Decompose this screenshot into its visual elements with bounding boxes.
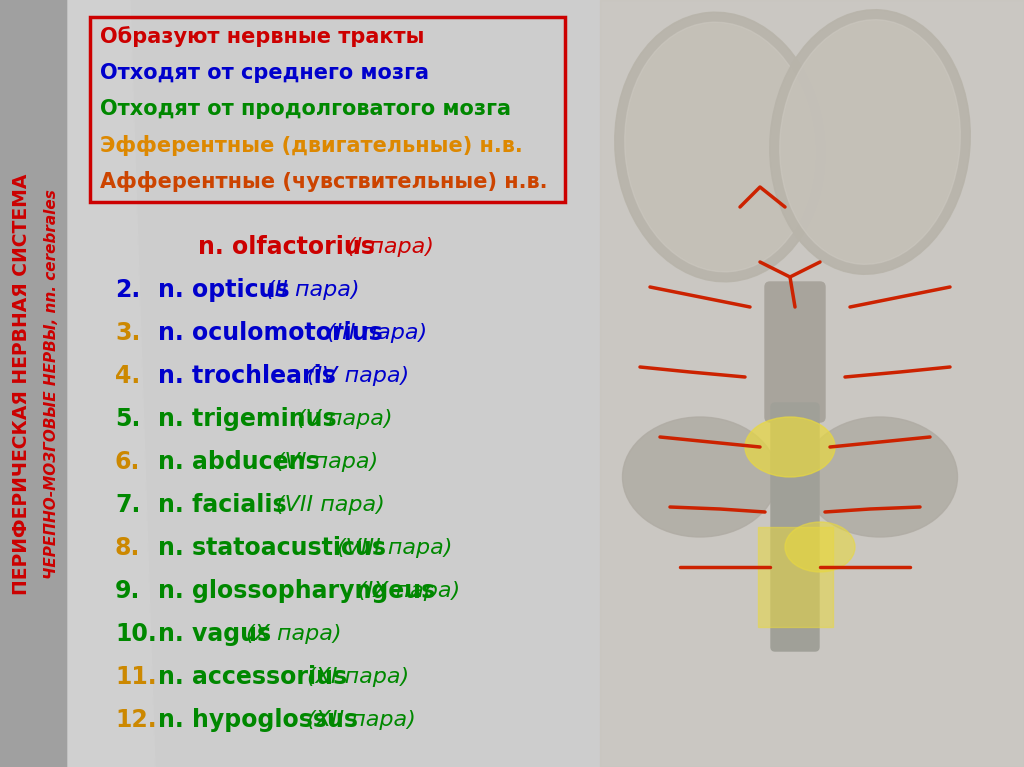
Ellipse shape	[625, 22, 815, 272]
Text: n. trochlearis: n. trochlearis	[158, 364, 336, 388]
Ellipse shape	[803, 417, 957, 537]
Text: (V пара): (V пара)	[297, 409, 392, 429]
Text: ПЕРИФЕРИЧЕСКАЯ НЕРВНАЯ СИСТЕМА: ПЕРИФЕРИЧЕСКАЯ НЕРВНАЯ СИСТЕМА	[12, 173, 32, 594]
Ellipse shape	[745, 417, 835, 477]
Text: 8.: 8.	[115, 536, 140, 560]
Text: 10.: 10.	[115, 622, 157, 646]
Text: n. hypoglossus: n. hypoglossus	[158, 708, 358, 732]
Text: n. olfactorius: n. olfactorius	[198, 235, 375, 259]
Text: n. abducens: n. abducens	[158, 450, 319, 474]
Text: n. opticus: n. opticus	[158, 278, 290, 302]
Bar	[600, 0, 1024, 767]
Text: (XII пара): (XII пара)	[307, 710, 416, 730]
Text: 5.: 5.	[115, 407, 140, 431]
Bar	[758, 527, 833, 627]
Text: n. statoacusticus: n. statoacusticus	[158, 536, 386, 560]
Ellipse shape	[770, 10, 971, 275]
FancyBboxPatch shape	[765, 282, 825, 422]
Text: 9.: 9.	[115, 579, 140, 603]
Text: Эфферентные (двигательные) н.в.: Эфферентные (двигательные) н.в.	[100, 134, 522, 156]
Text: (I пара): (I пара)	[347, 237, 434, 257]
Text: n. glossopharyngeus: n. glossopharyngeus	[158, 579, 435, 603]
Text: Афферентные (чувствительные) н.в.: Афферентные (чувствительные) н.в.	[100, 170, 548, 192]
Text: (VII пара): (VII пара)	[276, 495, 385, 515]
Ellipse shape	[614, 12, 825, 281]
Text: 12.: 12.	[115, 708, 157, 732]
Text: Отходят от среднего мозга: Отходят от среднего мозга	[100, 63, 429, 83]
Text: n. accessorius: n. accessorius	[158, 665, 347, 689]
Text: 7.: 7.	[115, 493, 140, 517]
Bar	[0, 0, 68, 767]
Ellipse shape	[785, 522, 855, 572]
Bar	[130, 0, 1024, 767]
FancyBboxPatch shape	[771, 403, 819, 651]
Text: ЧЕРЕПНО-МОЗГОВЫЕ НЕРВЫ, nn. cerebrales: ЧЕРЕПНО-МОЗГОВЫЕ НЕРВЫ, nn. cerebrales	[44, 189, 59, 579]
Ellipse shape	[623, 417, 777, 537]
Text: n. facialis: n. facialis	[158, 493, 287, 517]
Text: (III пара): (III пара)	[328, 323, 427, 343]
Text: 6.: 6.	[115, 450, 140, 474]
Text: (VIII пара): (VIII пара)	[337, 538, 453, 558]
Text: 2.: 2.	[115, 278, 140, 302]
Text: (IX пара): (IX пара)	[357, 581, 460, 601]
Text: (XI пара): (XI пара)	[307, 667, 409, 687]
Text: (II пара): (II пара)	[266, 280, 359, 300]
Text: (VI пара): (VI пара)	[276, 452, 378, 472]
Text: 3.: 3.	[115, 321, 140, 345]
Polygon shape	[68, 0, 155, 767]
Text: 11.: 11.	[115, 665, 157, 689]
Text: (X пара): (X пара)	[246, 624, 341, 644]
Text: 4.: 4.	[115, 364, 140, 388]
Text: Отходят от продолговатого мозга: Отходят от продолговатого мозга	[100, 99, 511, 119]
Text: n. oculomotorius: n. oculomotorius	[158, 321, 383, 345]
Ellipse shape	[779, 20, 961, 265]
Text: (IV пара): (IV пара)	[307, 366, 409, 386]
Text: n. trigeminus: n. trigeminus	[158, 407, 337, 431]
Text: n. vagus: n. vagus	[158, 622, 271, 646]
Text: Образуют нервные тракты: Образуют нервные тракты	[100, 27, 425, 48]
